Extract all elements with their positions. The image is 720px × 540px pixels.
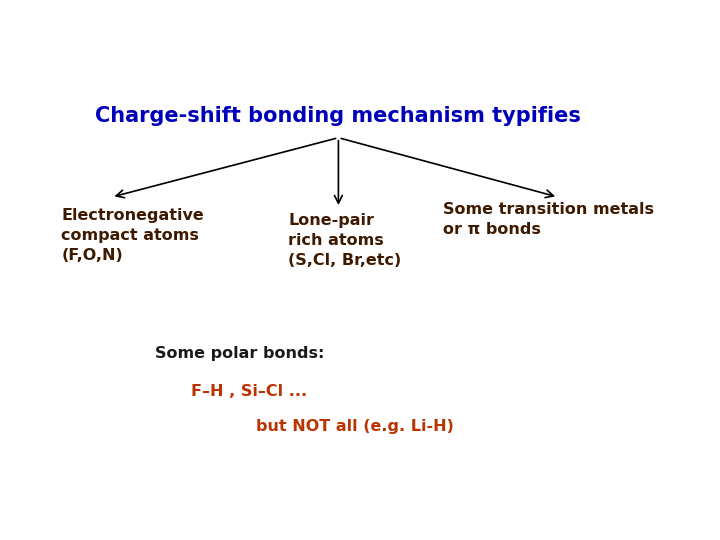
Text: Some transition metals
or π bonds: Some transition metals or π bonds bbox=[443, 202, 654, 237]
Text: Charge-shift bonding mechanism typifies: Charge-shift bonding mechanism typifies bbox=[96, 106, 581, 126]
Text: Electronegative
compact atoms
(F,O,N): Electronegative compact atoms (F,O,N) bbox=[61, 208, 204, 262]
Text: but NOT all (e.g. Li-H): but NOT all (e.g. Li-H) bbox=[256, 419, 454, 434]
Text: Lone-pair
rich atoms
(S,Cl, Br,etc): Lone-pair rich atoms (S,Cl, Br,etc) bbox=[288, 213, 401, 268]
Text: Some polar bonds:: Some polar bonds: bbox=[155, 346, 324, 361]
Text: F–H , Si–Cl ...: F–H , Si–Cl ... bbox=[191, 384, 307, 399]
